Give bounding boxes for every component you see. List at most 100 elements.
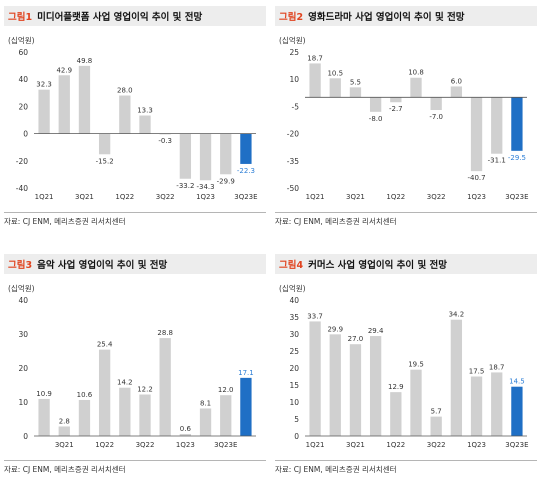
bar xyxy=(410,369,422,436)
y-tick-label: 35 xyxy=(289,313,299,322)
x-tick-label: 3Q23E xyxy=(505,441,528,449)
figure-label: 그림1 xyxy=(8,12,33,23)
bar xyxy=(199,408,212,436)
bar xyxy=(78,65,91,134)
bar-value-label: 5.5 xyxy=(350,78,361,86)
unit-label: (십억원) xyxy=(279,36,306,45)
bar xyxy=(38,89,50,134)
y-tick-label: -40 xyxy=(16,184,28,193)
bar xyxy=(78,399,91,436)
y-tick-label: 20 xyxy=(18,364,28,373)
chart-header: 그림1 미디어플랫폼 사업 영업이익 추이 및 전망 xyxy=(4,6,266,26)
bar xyxy=(410,77,422,98)
y-tick-label: 20 xyxy=(289,364,299,373)
bar xyxy=(369,336,382,436)
bar-value-label: 6.0 xyxy=(451,77,462,85)
y-tick-label: 40 xyxy=(18,75,28,84)
bar xyxy=(390,97,402,103)
y-tick-label: 40 xyxy=(289,296,299,305)
bar xyxy=(369,97,382,112)
y-tick-label: -20 xyxy=(16,157,28,166)
bar-forecast xyxy=(240,377,252,436)
bar xyxy=(220,133,232,175)
bar xyxy=(179,433,192,436)
bar-value-label: 12.9 xyxy=(388,383,404,391)
unit-label: (십억원) xyxy=(279,284,306,293)
bar-value-label: 10.6 xyxy=(77,391,93,399)
bar xyxy=(139,115,151,134)
y-tick-label: 25 xyxy=(289,347,299,356)
x-tick-label: 1Q23 xyxy=(467,441,486,449)
bar-value-label: 49.8 xyxy=(77,57,93,65)
bar-value-label: 17.1 xyxy=(238,369,254,377)
x-tick-label: 1Q21 xyxy=(35,193,54,201)
bar-value-label: 29.9 xyxy=(327,325,343,333)
y-tick-label: 0 xyxy=(23,432,28,441)
x-tick-label: 1Q21 xyxy=(306,193,325,201)
x-tick-label: 1Q22 xyxy=(386,441,405,449)
bar-value-label: 19.5 xyxy=(408,361,424,369)
x-tick-label: 1Q22 xyxy=(386,193,405,201)
bar xyxy=(349,87,362,98)
bar-value-label: -8.0 xyxy=(369,115,383,123)
bar xyxy=(179,133,192,179)
bar-value-label: 17.5 xyxy=(469,368,485,376)
x-tick-label: 1Q23 xyxy=(176,441,195,449)
bar-value-label: 13.3 xyxy=(137,107,153,115)
bar xyxy=(390,392,402,436)
x-tick-label: 3Q22 xyxy=(427,441,446,449)
chart-title: 미디어플랫폼 사업 영업이익 추이 및 전망 xyxy=(37,12,203,23)
chart-panel-media-platform: 그림1 미디어플랫폼 사업 영업이익 추이 및 전망 (십억원) -40 -20 0… xyxy=(4,6,266,238)
bar-value-label: 10.5 xyxy=(327,69,343,77)
x-tick-label: 3Q23E xyxy=(505,193,528,201)
bar-value-label: -15.2 xyxy=(96,157,114,165)
bar-value-label: 27.0 xyxy=(348,335,364,343)
bar-value-label: -31.1 xyxy=(488,157,506,165)
chart-title: 음악 사업 영업이익 추이 및 전망 xyxy=(37,260,168,271)
bar xyxy=(470,97,483,172)
bar-forecast xyxy=(511,386,523,436)
y-tick-label: -35 xyxy=(287,157,299,166)
bar-forecast xyxy=(511,97,523,151)
bar xyxy=(220,395,232,436)
bar-value-label: -29.9 xyxy=(217,177,235,185)
bar xyxy=(491,97,503,154)
chart-title: 영화드라마 사업 영업이익 추이 및 전망 xyxy=(308,12,465,23)
bar xyxy=(470,376,483,436)
bar xyxy=(430,416,442,436)
x-tick-label: 1Q23 xyxy=(467,193,486,201)
y-tick-label: 40 xyxy=(18,296,28,305)
bar-value-label: -40.7 xyxy=(467,174,485,182)
bar xyxy=(159,338,171,436)
y-tick-label: 25 xyxy=(289,48,299,57)
bar xyxy=(430,97,442,111)
bar xyxy=(491,372,503,436)
x-tick-label: 3Q21 xyxy=(346,441,365,449)
bar-value-label: 10.8 xyxy=(408,69,424,77)
x-tick-label: 3Q21 xyxy=(346,193,365,201)
bar xyxy=(58,75,70,134)
bar xyxy=(450,319,463,436)
unit-label: (십억원) xyxy=(8,36,35,45)
bar-value-label: 2.8 xyxy=(59,417,70,425)
bar xyxy=(349,344,362,436)
bar-value-label: 8.1 xyxy=(200,399,211,407)
y-tick-label: -20 xyxy=(287,130,299,139)
bar xyxy=(329,334,341,436)
bar xyxy=(119,387,131,436)
x-tick-label: 3Q23E xyxy=(214,441,237,449)
y-tick-label: 10 xyxy=(289,75,299,84)
unit-label: (십억원) xyxy=(8,284,35,293)
bar-value-label: 32.3 xyxy=(36,81,52,89)
y-tick-label: 60 xyxy=(18,48,28,57)
bar xyxy=(450,86,463,98)
x-tick-label: 3Q22 xyxy=(427,193,446,201)
bar-value-label: -34.3 xyxy=(196,183,214,191)
x-tick-label: 3Q21 xyxy=(55,441,74,449)
bar-value-label: 0.6 xyxy=(180,425,192,433)
x-tick-label: 1Q21 xyxy=(306,441,325,449)
x-tick-label: 1Q23 xyxy=(196,193,215,201)
x-tick-label: 3Q22 xyxy=(136,441,155,449)
y-tick-label: 20 xyxy=(18,102,28,111)
bar xyxy=(309,63,321,98)
